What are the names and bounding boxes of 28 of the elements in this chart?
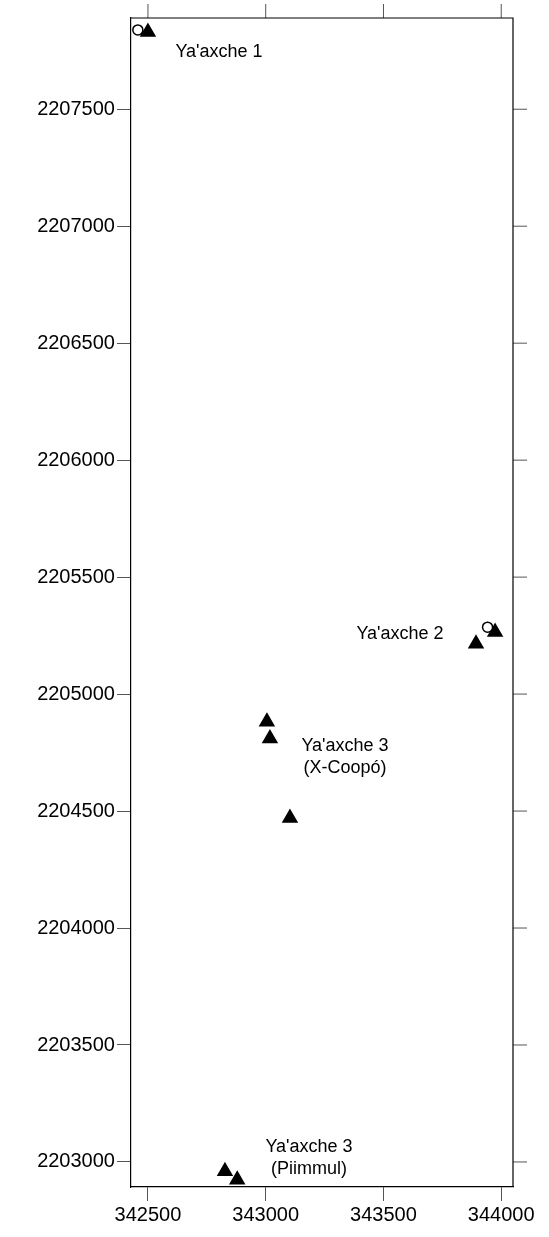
y-tick-label: 2207500: [37, 96, 115, 119]
x-tick-label: 343000: [232, 1202, 300, 1225]
point: [132, 24, 144, 36]
y-tick-label: 2203500: [37, 1032, 115, 1055]
y-tick-label: 2207000: [37, 213, 115, 236]
y-tick-label: 2206500: [37, 330, 115, 353]
annotation: Ya'axche 2: [356, 622, 444, 643]
point: [282, 809, 298, 823]
point: [468, 635, 484, 649]
annotation: Ya'axche 3 (X-Coopó): [301, 734, 389, 777]
annotation: Ya'axche 1: [175, 40, 263, 61]
point: [487, 623, 503, 637]
point: [481, 621, 494, 633]
point: [259, 712, 275, 727]
y-tick-label: 2203000: [37, 1149, 115, 1172]
point: [217, 1162, 233, 1177]
point: [262, 729, 278, 744]
x-tick-label: 343500: [350, 1202, 417, 1225]
y-tick-label: 2204500: [37, 798, 115, 821]
point: [140, 23, 156, 37]
y-tick-label: 2204000: [37, 915, 115, 938]
x-tick-label: 342500: [114, 1202, 182, 1225]
y-tick-label: 2205000: [37, 681, 115, 704]
x-tick-label: 344000: [467, 1202, 535, 1225]
y-tick-label: 2205500: [37, 564, 115, 587]
y-tick-label: 2206000: [37, 447, 115, 470]
point: [229, 1171, 245, 1185]
annotation: Ya'axche 3 (Piimmul): [265, 1135, 353, 1178]
